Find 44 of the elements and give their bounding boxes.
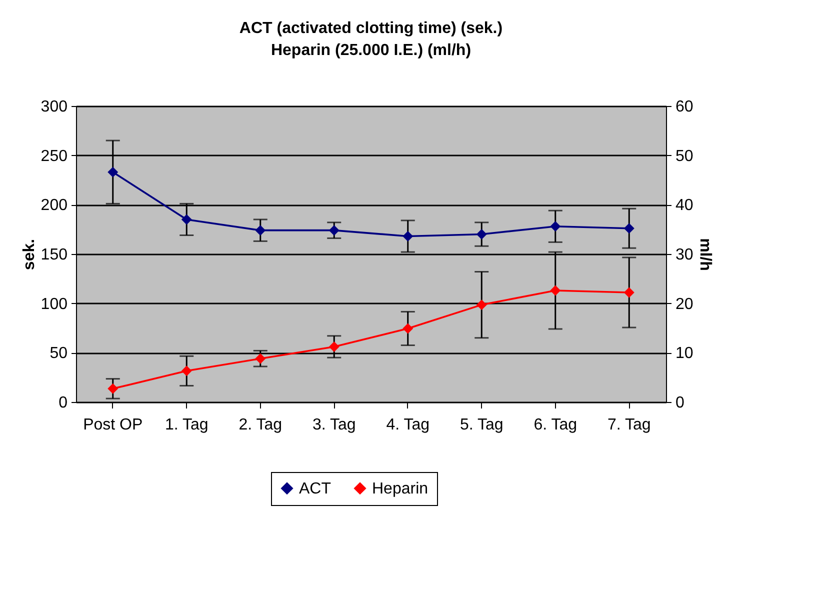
- y2-tick-label: 10: [676, 345, 694, 362]
- chart-subtitle: Heparin (25.000 I.E.) (ml/h): [270, 42, 472, 59]
- x-tick-label: 5. Tag: [460, 416, 504, 434]
- x-tick-label: 7. Tag: [607, 416, 651, 434]
- y2-tick-label: 30: [676, 246, 694, 264]
- x-tick-label: Post OP: [83, 416, 143, 434]
- point: [181, 366, 192, 376]
- y2-tick-label: 50: [676, 148, 694, 165]
- point: [550, 221, 561, 232]
- point: [550, 285, 561, 296]
- x-tick-label: 1. Tag: [164, 416, 208, 434]
- y-tick-label: 200: [40, 197, 68, 214]
- y-tick-label: 250: [40, 148, 68, 165]
- point: [624, 223, 634, 234]
- y-tick-label: 300: [40, 98, 68, 116]
- y2-tick-label: 40: [676, 197, 694, 214]
- point: [108, 383, 118, 394]
- point: [476, 300, 487, 310]
- point: [255, 225, 266, 236]
- y-tick-label: 50: [50, 345, 68, 362]
- point: [255, 353, 266, 364]
- point: [328, 342, 340, 352]
- y-tick-label: 150: [40, 246, 68, 264]
- chart-title: ACT (activated clotting time) (sek.): [239, 20, 503, 37]
- x-tick-label: 3. Tag: [312, 416, 356, 434]
- y-tick-label: 100: [40, 296, 68, 313]
- point: [402, 323, 414, 334]
- y-tick-label: 0: [58, 394, 68, 412]
- point: [624, 287, 634, 298]
- x-tick-label: 2. Tag: [238, 416, 282, 434]
- x-tick-label: 6. Tag: [534, 416, 578, 434]
- y-axis-title: sek.: [20, 238, 38, 270]
- y2-tick-label: 0: [676, 394, 684, 412]
- y2-tick-label: 20: [676, 296, 694, 313]
- point: [476, 229, 487, 240]
- point: [181, 214, 192, 225]
- point: [328, 225, 340, 236]
- legend-label: ACT: [299, 480, 332, 498]
- y2-tick-label: 60: [676, 98, 694, 116]
- point: [108, 166, 118, 178]
- point: [402, 230, 414, 242]
- legend-label: Heparin: [372, 480, 428, 498]
- x-tick-label: 4. Tag: [386, 416, 430, 434]
- y2-axis-title: ml/h: [696, 238, 714, 271]
